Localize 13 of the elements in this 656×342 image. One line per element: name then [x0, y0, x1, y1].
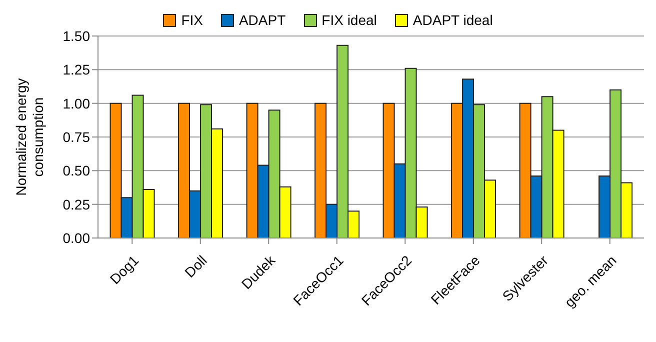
y-tick-label: 1.25 — [62, 62, 90, 78]
y-tick-label: 0.75 — [62, 128, 90, 145]
legend-label: ADAPT ideal — [412, 12, 493, 28]
legend-label: FIX ideal — [320, 12, 377, 28]
y-tick-label: 0.50 — [62, 162, 90, 179]
y-tick-label: 0.00 — [62, 230, 90, 246]
x-tick-label: Doll — [181, 252, 210, 281]
y-axis-title: Normalized energy consumption — [13, 78, 46, 196]
y-tick-label: 0.25 — [62, 196, 90, 212]
legend-label: ADAPT — [238, 12, 286, 28]
y-tick-label: 1.00 — [62, 95, 90, 112]
legend-label: FIX — [180, 12, 203, 28]
y-tick-label: 1.50 — [62, 28, 90, 44]
